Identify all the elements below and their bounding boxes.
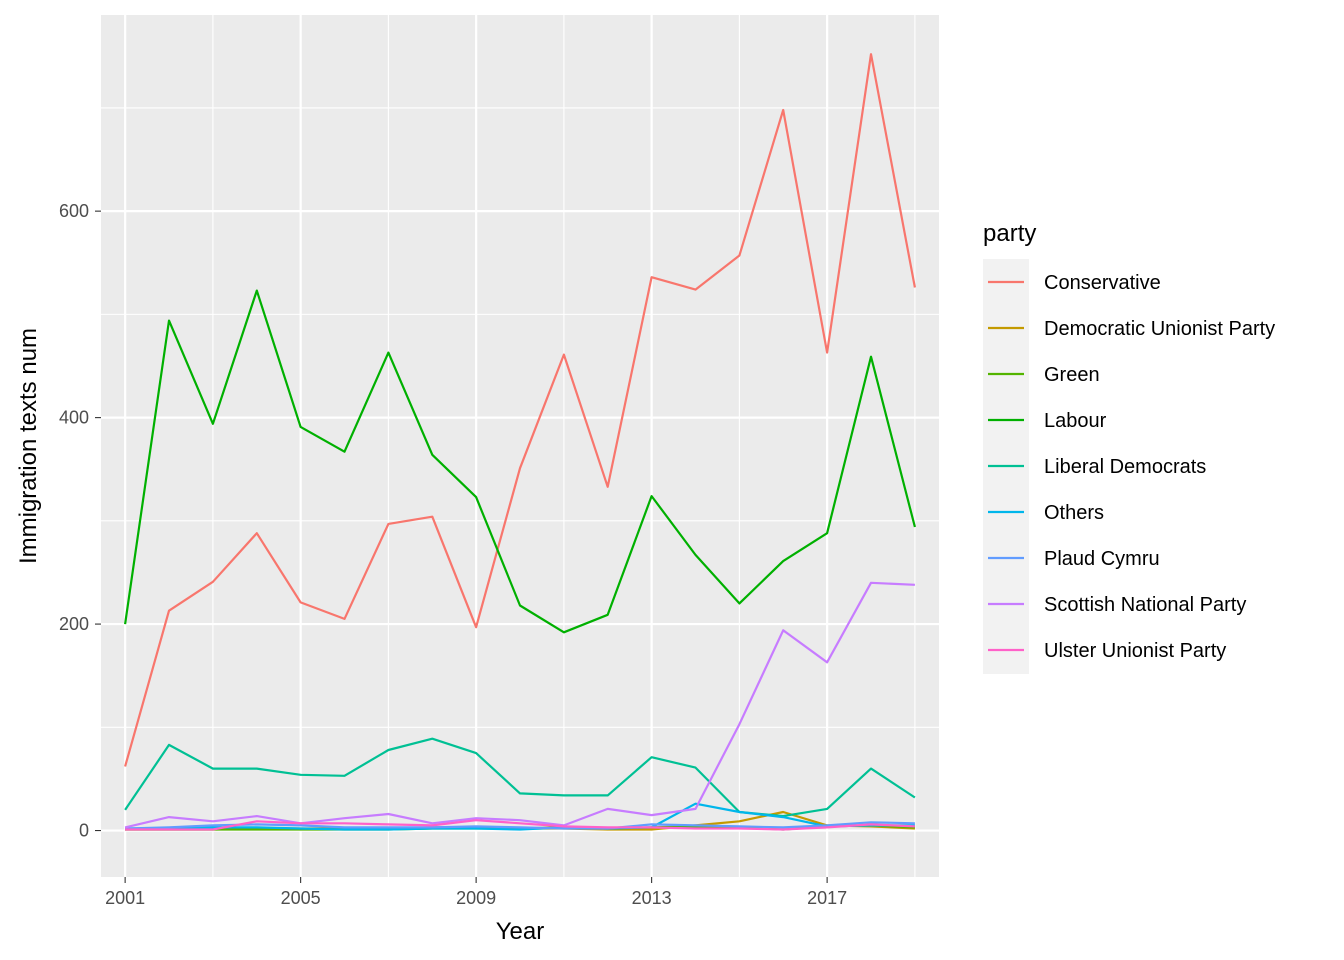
legend-label: Liberal Democrats bbox=[1044, 456, 1206, 478]
series-line-scottish-national-party bbox=[124, 581, 915, 829]
legend-title: party bbox=[983, 220, 1036, 247]
x-tick-label: 2009 bbox=[456, 888, 496, 908]
legend-label: Plaud Cymru bbox=[1044, 548, 1160, 570]
y-tick-label: 400 bbox=[59, 408, 89, 428]
series-lines bbox=[124, 53, 916, 831]
legend-label: Others bbox=[1044, 502, 1104, 524]
x-tick-label: 2001 bbox=[105, 888, 145, 908]
y-tick-label: 600 bbox=[59, 201, 89, 221]
y-axis: 0 200 400 600 bbox=[59, 201, 101, 841]
legend-label: Green bbox=[1044, 364, 1100, 386]
x-tick-label: 2005 bbox=[281, 888, 321, 908]
legend: party Conservative Democratic Unionist Pa… bbox=[983, 220, 1275, 674]
series-line-others bbox=[125, 802, 915, 831]
legend-label: Scottish National Party bbox=[1044, 594, 1246, 616]
series-line-labour bbox=[124, 289, 916, 634]
y-tick-label: 200 bbox=[59, 614, 89, 634]
y-axis-title: Immigration texts num bbox=[15, 328, 42, 564]
x-tick-label: 2017 bbox=[807, 888, 847, 908]
series-line-plaud-cymru bbox=[125, 821, 915, 830]
series-line-ulster-unionist-party bbox=[125, 819, 915, 831]
series-line-conservative bbox=[124, 53, 916, 767]
minor-gridlines bbox=[101, 15, 939, 877]
x-axis-title: Year bbox=[496, 918, 545, 945]
legend-label: Conservative bbox=[1044, 272, 1161, 294]
legend-label: Ulster Unionist Party bbox=[1044, 640, 1226, 662]
plot-panel bbox=[101, 15, 939, 877]
x-axis: 2001 2005 2009 2013 2017 bbox=[105, 877, 847, 908]
legend-label: Labour bbox=[1044, 410, 1107, 432]
legend-label: Democratic Unionist Party bbox=[1044, 318, 1275, 340]
y-tick-label: 0 bbox=[79, 821, 89, 841]
x-tick-label: 2013 bbox=[632, 888, 672, 908]
legend-items: Conservative Democratic Unionist Party Gre… bbox=[988, 272, 1275, 662]
